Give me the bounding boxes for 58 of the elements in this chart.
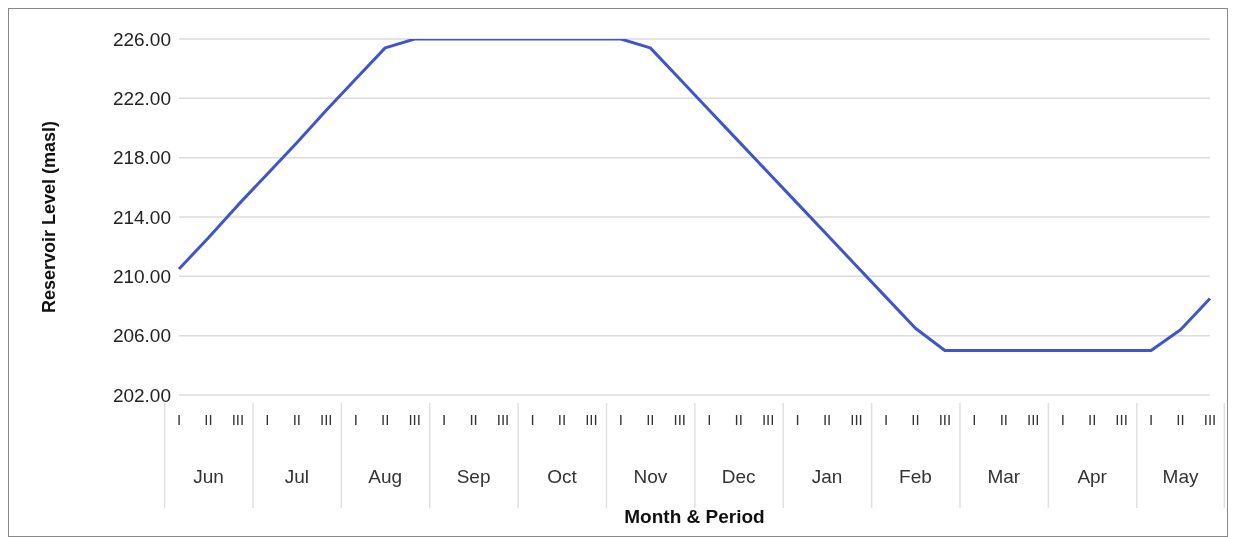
x-tick-label: III xyxy=(231,411,245,428)
x-tick-label: I xyxy=(530,411,535,428)
line-series xyxy=(177,39,1212,352)
text: Nov xyxy=(633,466,668,487)
text: Dec xyxy=(721,466,756,487)
y-tick-label: 222.00 xyxy=(112,88,171,110)
text: May xyxy=(1162,466,1199,487)
x-tick-label: III xyxy=(673,411,687,428)
x-tick-label: II xyxy=(999,411,1008,428)
text: Mar xyxy=(987,466,1021,487)
text: Jun xyxy=(193,466,224,487)
x-tick-label: I xyxy=(795,411,800,428)
text: Jul xyxy=(284,466,309,487)
x-tick-label: II xyxy=(557,411,567,428)
x-tick-label: III xyxy=(496,411,510,428)
x-tick-label: I xyxy=(707,411,712,428)
x-tick-label: III xyxy=(761,411,775,428)
x-axis-title: Month & Period xyxy=(624,506,765,527)
x-tick-label: II xyxy=(381,411,390,428)
x-tick-label: I xyxy=(618,411,623,428)
x-tick-label: II xyxy=(646,411,655,428)
x-tick-label: I xyxy=(265,411,270,428)
x-tick-label: II xyxy=(911,411,920,428)
x-tick-label: III xyxy=(1203,411,1217,428)
x-tick-label: I xyxy=(353,411,358,428)
y-tick-label: 226.00 xyxy=(112,28,171,50)
text: Jan xyxy=(811,466,843,487)
x-tick-label: II xyxy=(204,411,213,428)
x-tick-label: I xyxy=(442,411,447,428)
x-tick-label: III xyxy=(408,411,421,428)
y-tick-label: 214.00 xyxy=(112,206,171,228)
x-tick-label: III xyxy=(1027,411,1040,428)
y-tick-label: 206.00 xyxy=(112,325,171,347)
x-tick-label: III xyxy=(938,411,952,428)
x-tick-label: II xyxy=(292,411,301,428)
x-tick-label: I xyxy=(176,411,182,428)
x-tick-label: II xyxy=(822,411,832,428)
text: Feb xyxy=(899,466,932,487)
y-axis-title: Reservoir Level (masl) xyxy=(39,120,60,314)
x-tick-label: II xyxy=(1176,411,1185,428)
x-tick-label: II xyxy=(1088,411,1097,428)
x-tick-label: I xyxy=(972,411,977,428)
x-tick-label: III xyxy=(320,411,333,428)
y-tick-label: 210.00 xyxy=(112,266,171,288)
x-tick-label: I xyxy=(883,411,889,428)
x-tick-label: III xyxy=(850,411,863,428)
y-tick-label: 218.00 xyxy=(112,147,171,169)
x-tick-label: II xyxy=(734,411,743,428)
text: Sep xyxy=(456,466,491,487)
x-tick-label: I xyxy=(1060,411,1065,428)
text: Oct xyxy=(547,466,578,487)
y-tick-label: 202.00 xyxy=(112,384,171,406)
x-tick-label: I xyxy=(1149,411,1154,428)
text: Apr xyxy=(1077,466,1108,487)
x-tick-label: II xyxy=(469,411,478,428)
x-tick-label: III xyxy=(1115,411,1128,428)
x-tick-label: III xyxy=(585,411,598,428)
text: Aug xyxy=(368,466,403,487)
